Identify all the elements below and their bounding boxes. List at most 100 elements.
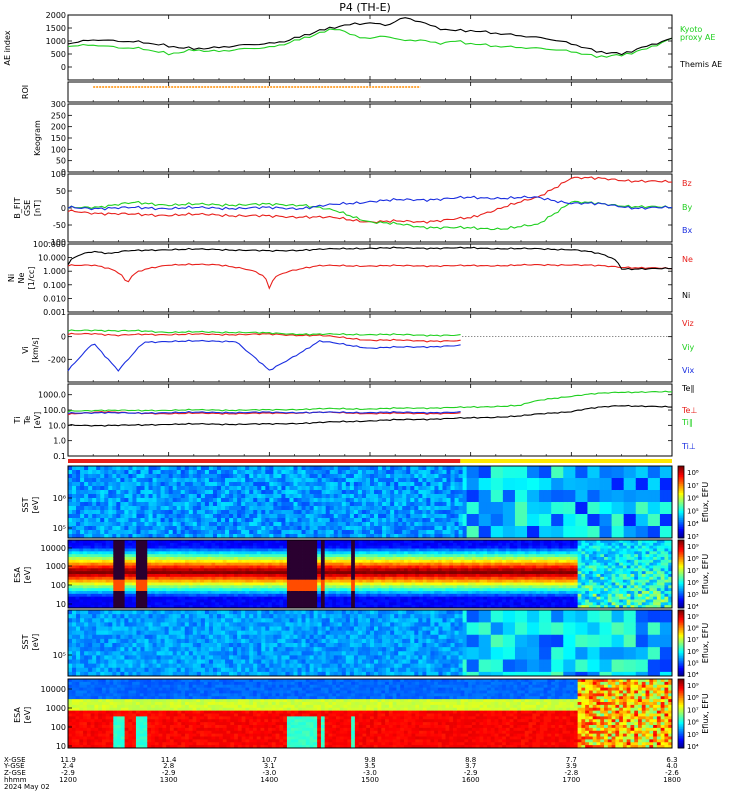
y-tick-label: 10.000 (38, 254, 66, 263)
t-ylabel-2: Te (23, 416, 32, 426)
y-tick-label: 100 (51, 581, 66, 590)
t-ylabel: Ti (13, 417, 22, 425)
legend-label: Te⊥ (681, 406, 697, 415)
colorbar-tick: 10⁴ (687, 743, 699, 751)
n-ylabel-3: [1/cc] (27, 267, 36, 290)
y-tick-label: 0 (61, 333, 66, 342)
colorbar-tick: 10⁸ (687, 694, 699, 702)
ephem-time: 1500 (361, 776, 379, 784)
legend-themis: Themis AE (679, 60, 722, 69)
mode-bar-yellow (460, 459, 672, 463)
mode-bar-red (68, 459, 460, 463)
keogram-ylabel: Keogram (33, 120, 42, 156)
y-tick-label: 10 (56, 742, 66, 751)
colorbar-tick: 10⁵ (687, 507, 699, 515)
sst-i-ylabel-2: [eV] (31, 497, 40, 514)
colorbar-3 (678, 679, 684, 749)
y-tick-label: 0 (61, 204, 66, 213)
esa-e-ylabel-2: [eV] (23, 707, 32, 724)
colorbar-label: Eflux, EFU (701, 554, 710, 595)
plot-title: P4 (TH-E) (339, 1, 391, 14)
v-ylabel: Vi (21, 346, 30, 354)
legend-label: Viy (682, 343, 695, 352)
sst-i-ylabel: SST (21, 497, 30, 512)
y-tick-label: 0.1 (53, 452, 66, 461)
colorbar-tick: 10⁹ (687, 682, 699, 690)
colorbar-tick: 10⁸ (687, 555, 699, 563)
y-tick-label: 1.0 (53, 437, 66, 446)
n-ylabel: Ni (7, 274, 16, 282)
series-line-bz (68, 177, 672, 223)
legend-kyoto-2: proxy AE (680, 33, 715, 42)
legend-label: Bz (682, 179, 692, 188)
colorbar-0 (678, 466, 684, 539)
ephem-time: 1200 (59, 776, 77, 784)
y-tick-label: 10.0 (48, 421, 66, 430)
esa-e-ylabel: ESA (13, 707, 22, 723)
colorbar-tick: 10⁴ (687, 520, 699, 528)
colorbar-tick: 10⁶ (687, 579, 699, 587)
y-tick-label: 250 (51, 111, 66, 120)
y-tick-label: 100 (51, 145, 66, 154)
ephem-time: 1400 (260, 776, 278, 784)
colorbar-tick: 10⁹ (687, 613, 699, 621)
y-tick-label: 10⁶ (53, 494, 66, 503)
t-ylabel-3: [eV] (33, 412, 42, 429)
colorbar-2 (678, 610, 684, 677)
y-tick-label: 200 (51, 123, 66, 132)
y-tick-label: 2000 (46, 11, 66, 20)
y-tick-label: 1000 (46, 562, 66, 571)
spectrogram-esa_i (68, 540, 672, 608)
y-tick-label: 100.000 (33, 240, 66, 249)
y-tick-label: 0.010 (43, 294, 66, 303)
series-line-themisae (68, 18, 672, 55)
esa-i-ylabel-2: [eV] (23, 567, 32, 584)
legend-label: Te∥ (681, 384, 694, 393)
colorbar-label: Eflux, EFU (701, 482, 710, 523)
y-tick-label: 1.000 (43, 267, 66, 276)
panel-frame-density (68, 244, 672, 312)
y-tick-label: 1000 (46, 37, 66, 46)
y-tick-label: 10 (56, 600, 66, 609)
colorbar-tick: 10⁴ (687, 603, 699, 611)
roi-ylabel: ROI (21, 85, 30, 99)
colorbar-tick: 10⁹ (687, 543, 699, 551)
legend-label: By (682, 203, 692, 212)
y-tick-label: 10000 (41, 544, 66, 553)
y-tick-label: 0.001 (43, 308, 66, 317)
y-tick-label: -50 (53, 221, 66, 230)
spectrogram-sst_e (68, 610, 672, 676)
colorbar-tick: 10³ (687, 533, 699, 541)
colorbar-tick: 10⁵ (687, 659, 699, 667)
legend-label: Bx (682, 226, 692, 235)
sst-e-ylabel-2: [eV] (31, 634, 40, 651)
y-tick-label: 50 (56, 187, 66, 196)
spectrogram-sst_i (68, 466, 672, 538)
colorbar-tick: 10⁷ (687, 567, 699, 575)
y-tick-label: 100 (51, 723, 66, 732)
legend-label: Vix (682, 366, 695, 375)
y-tick-label: 50 (56, 157, 66, 166)
ephem-time: 1300 (160, 776, 178, 784)
colorbar-tick: 10⁴ (687, 671, 699, 679)
legend-label: Ti⊥ (681, 442, 696, 451)
series-line-ne (68, 264, 672, 289)
panel-frame-temperature (68, 384, 672, 456)
legend-label: Ti∥ (681, 418, 693, 427)
colorbar-tick: 10⁵ (687, 731, 699, 739)
ephem-time: 1600 (462, 776, 480, 784)
y-tick-label: 10⁵ (53, 651, 66, 660)
series-line-vix (68, 340, 461, 371)
colorbar-tick: 10⁶ (687, 648, 699, 656)
y-tick-label: 1000 (46, 704, 66, 713)
y-tick-label: 1500 (46, 24, 66, 33)
legend-label: Ni (682, 291, 690, 300)
series-line-kyotoproxyae (68, 29, 672, 57)
spectrogram-esa_e (68, 679, 672, 748)
series-line-ti (68, 391, 672, 412)
ephem-row-label: 2024 May 02 (4, 783, 50, 791)
colorbar-1 (678, 540, 684, 609)
y-tick-label: 300 (51, 100, 66, 109)
v-ylabel-2: [km/s] (31, 337, 40, 363)
